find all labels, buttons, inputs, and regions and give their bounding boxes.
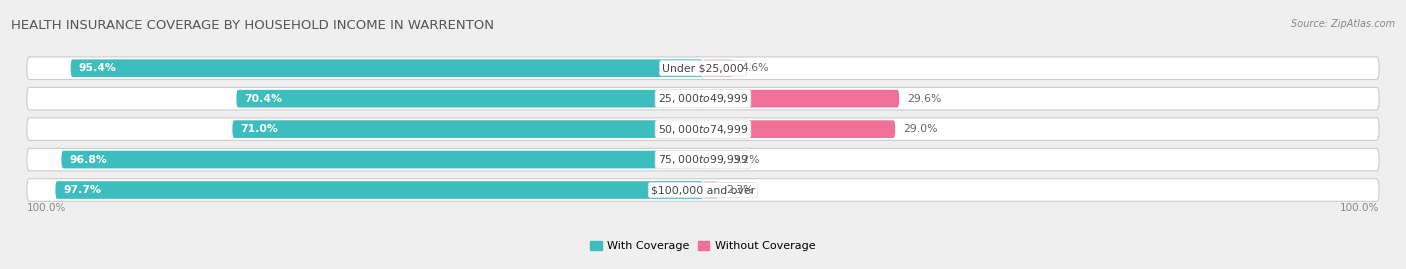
- Text: 100.0%: 100.0%: [27, 203, 66, 213]
- FancyBboxPatch shape: [703, 59, 734, 77]
- FancyBboxPatch shape: [703, 120, 896, 138]
- Text: 29.6%: 29.6%: [907, 94, 942, 104]
- FancyBboxPatch shape: [70, 59, 703, 77]
- Text: 3.2%: 3.2%: [733, 155, 759, 165]
- Text: 100.0%: 100.0%: [1340, 203, 1379, 213]
- Text: 95.4%: 95.4%: [79, 63, 117, 73]
- Text: $50,000 to $74,999: $50,000 to $74,999: [658, 123, 748, 136]
- Text: $75,000 to $99,999: $75,000 to $99,999: [658, 153, 748, 166]
- Text: 2.3%: 2.3%: [725, 185, 754, 195]
- Text: $100,000 and over: $100,000 and over: [651, 185, 755, 195]
- FancyBboxPatch shape: [27, 148, 1379, 171]
- Text: 96.8%: 96.8%: [69, 155, 107, 165]
- Text: Source: ZipAtlas.com: Source: ZipAtlas.com: [1291, 19, 1395, 29]
- FancyBboxPatch shape: [703, 90, 900, 108]
- Text: 29.0%: 29.0%: [903, 124, 938, 134]
- FancyBboxPatch shape: [236, 90, 703, 108]
- FancyBboxPatch shape: [703, 151, 724, 168]
- Text: $25,000 to $49,999: $25,000 to $49,999: [658, 92, 748, 105]
- Text: Under $25,000: Under $25,000: [662, 63, 744, 73]
- Text: 70.4%: 70.4%: [245, 94, 283, 104]
- FancyBboxPatch shape: [27, 179, 1379, 201]
- FancyBboxPatch shape: [27, 57, 1379, 79]
- Text: 71.0%: 71.0%: [240, 124, 278, 134]
- FancyBboxPatch shape: [703, 181, 718, 199]
- Text: 4.6%: 4.6%: [741, 63, 769, 73]
- FancyBboxPatch shape: [27, 118, 1379, 140]
- FancyBboxPatch shape: [232, 120, 703, 138]
- Text: HEALTH INSURANCE COVERAGE BY HOUSEHOLD INCOME IN WARRENTON: HEALTH INSURANCE COVERAGE BY HOUSEHOLD I…: [11, 19, 495, 32]
- Legend: With Coverage, Without Coverage: With Coverage, Without Coverage: [586, 237, 820, 256]
- FancyBboxPatch shape: [27, 87, 1379, 110]
- FancyBboxPatch shape: [62, 151, 703, 168]
- FancyBboxPatch shape: [55, 181, 703, 199]
- Text: 97.7%: 97.7%: [63, 185, 101, 195]
